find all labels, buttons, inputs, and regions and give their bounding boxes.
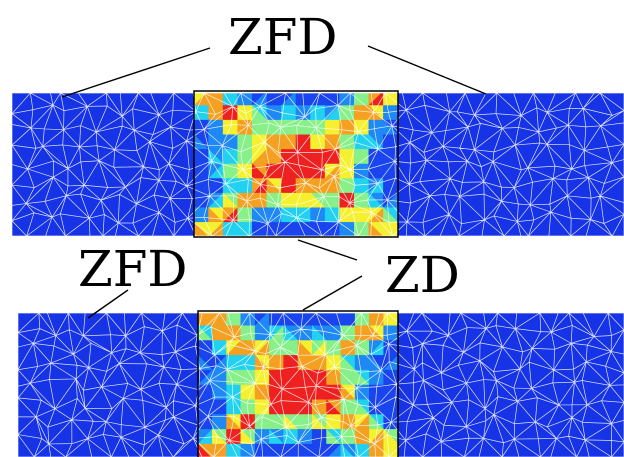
contour-element	[226, 443, 240, 457]
contour-element	[222, 221, 238, 236]
label-top-zfd: ZFD	[228, 8, 338, 66]
top-damage-zone-box	[193, 90, 399, 238]
bottom-mesh-lines	[18, 313, 624, 457]
contour-element	[369, 443, 383, 457]
leader-top-zfd-left	[61, 47, 211, 98]
leader-lines	[61, 45, 487, 319]
leader-bottom-zfd	[87, 289, 129, 319]
contour-element	[368, 221, 383, 236]
bottom-damage-contour	[197, 313, 399, 457]
bottom-damage-zone-box	[197, 310, 399, 457]
leader-zd-upper	[297, 239, 358, 261]
contour-element	[251, 221, 267, 236]
bottom-specimen	[18, 310, 624, 457]
contour-element	[281, 221, 296, 236]
mesh-triangulation	[12, 93, 624, 236]
contour-element	[283, 443, 297, 457]
leader-zd-lower	[302, 275, 363, 311]
top-specimen	[12, 90, 624, 238]
label-zd: ZD	[385, 246, 460, 304]
label-bottom-zfd: ZFD	[78, 240, 188, 298]
mesh-triangulation	[18, 313, 624, 457]
top-mesh-lines	[12, 93, 624, 236]
contour-element	[339, 221, 354, 236]
leader-top-zfd-right	[367, 45, 487, 95]
